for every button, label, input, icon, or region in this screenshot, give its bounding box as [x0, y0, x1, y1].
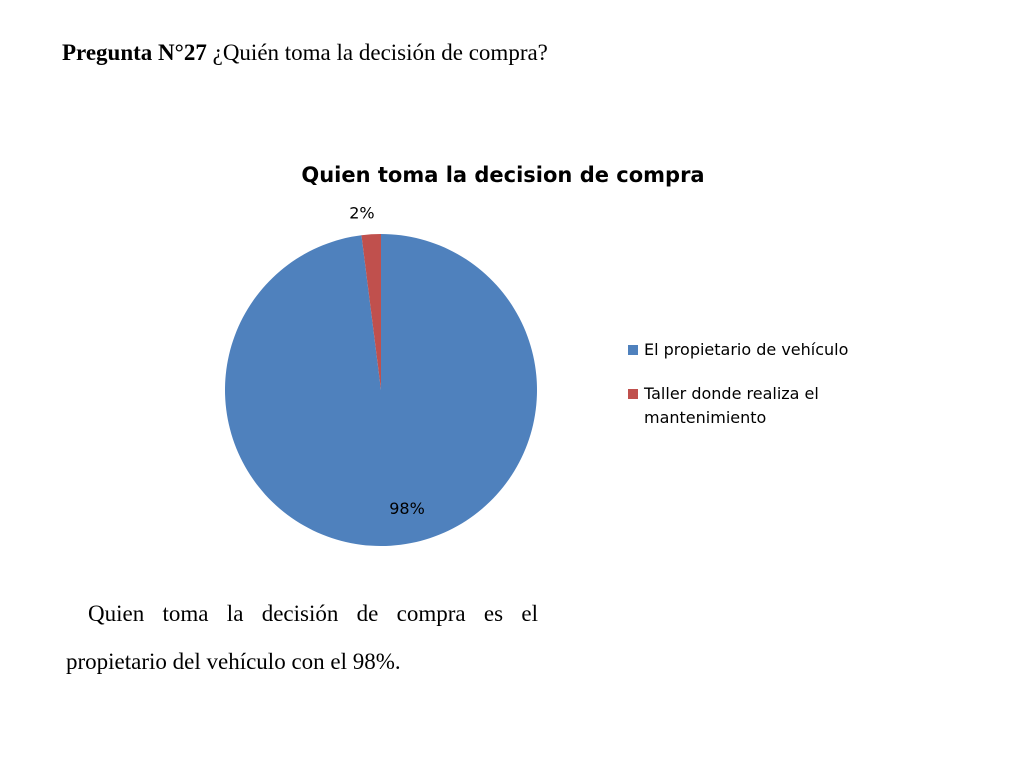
pie-label-taller: 2% — [349, 203, 374, 222]
legend-label-propietario: El propietario de vehículo — [644, 340, 849, 359]
chart-legend: El propietario de vehículo Taller donde … — [628, 338, 878, 450]
legend-item-taller: Taller donde realiza el mantenimiento — [628, 382, 878, 430]
conclusion-text: Quien toma la decisión de compra es el p… — [66, 601, 538, 674]
pie-label-propietario: 98% — [389, 499, 425, 518]
pie-slice-taller — [361, 234, 381, 390]
legend-label-taller: Taller donde realiza el mantenimiento — [644, 384, 819, 427]
question-text: ¿Quién toma la decisión de compra? — [212, 40, 548, 65]
question-heading: Pregunta N°27 ¿Quién toma la decisión de… — [62, 36, 574, 70]
legend-swatch-propietario — [628, 345, 638, 355]
legend-swatch-taller — [628, 389, 638, 399]
chart-title: Quien toma la decision de compra — [301, 163, 705, 187]
legend-item-propietario: El propietario de vehículo — [628, 338, 878, 362]
question-number: Pregunta N°27 — [62, 40, 207, 65]
